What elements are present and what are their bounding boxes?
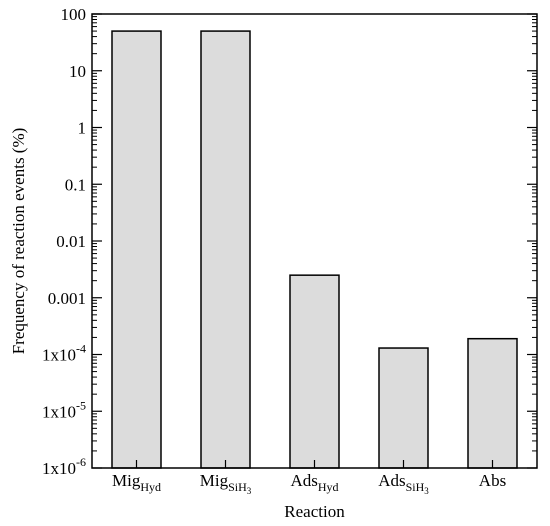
bar-1	[111, 30, 162, 469]
y-axis-label: Frequency of reaction events (%)	[9, 128, 28, 355]
bar-4	[378, 347, 429, 469]
bar-3	[289, 274, 340, 469]
x-tick-label: Abs	[479, 471, 506, 490]
bars-group	[111, 30, 518, 469]
bar-5	[467, 337, 518, 469]
bar-2	[200, 30, 251, 469]
x-axis-label: Reaction	[284, 502, 345, 521]
y-tick-label: 1x10-6	[42, 455, 86, 478]
x-tick-label: AdsHyd	[290, 471, 338, 494]
y-tick-label: 100	[61, 5, 87, 24]
y-tick-label: 0.1	[65, 175, 86, 194]
y-tick-label: 1x10-4	[42, 342, 86, 365]
x-tick-label: AdsSiH3	[378, 471, 429, 496]
x-tick-label: MigHyd	[112, 471, 161, 494]
x-tick-label: MigSiH3	[200, 471, 252, 496]
y-tick-label: 1	[78, 119, 87, 138]
y-tick-label: 1x10-5	[42, 398, 86, 421]
x-axis-ticks: MigHyd MigSiH3 AdsHyd AdsSiH3 Abs	[112, 460, 506, 496]
y-tick-label: 0.01	[56, 232, 86, 251]
y-axis-ticks: 100 10 1 0.1 0.01 0.001 1x10-4 1x10-5 1x10-6	[42, 5, 537, 478]
y-tick-label: 10	[69, 62, 86, 81]
y-tick-label: 0.001	[48, 289, 86, 308]
